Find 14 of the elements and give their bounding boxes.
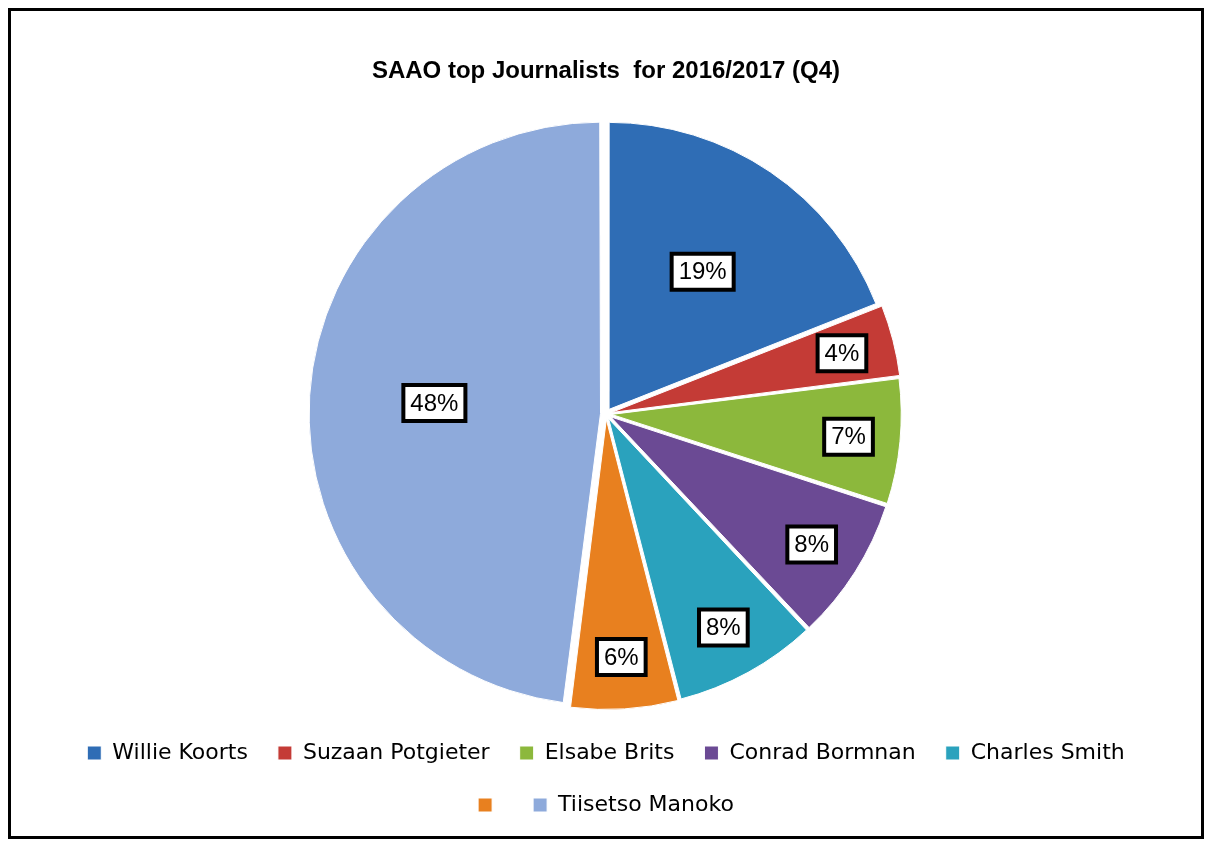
legend-label: Tiisetso Manoko	[557, 790, 734, 816]
data-label: 8%	[794, 530, 830, 558]
legend-label: Elsabe Brits	[544, 738, 675, 764]
legend-label: Willie Koorts	[112, 738, 248, 764]
legend-label: Suzaan Potgieter	[302, 738, 491, 764]
legend-label: Charles Smith	[970, 738, 1125, 764]
legend-label: Conrad Bormnan	[729, 738, 916, 764]
data-label: 4%	[824, 338, 860, 366]
data-label: 19%	[678, 257, 727, 285]
chart-title: SAAO top Journalists for 2016/2017 (Q4)	[371, 56, 841, 84]
data-label: 6%	[603, 642, 639, 670]
data-label: 7%	[831, 422, 866, 450]
data-label: 8%	[706, 613, 741, 640]
data-label: 48%	[410, 388, 459, 416]
